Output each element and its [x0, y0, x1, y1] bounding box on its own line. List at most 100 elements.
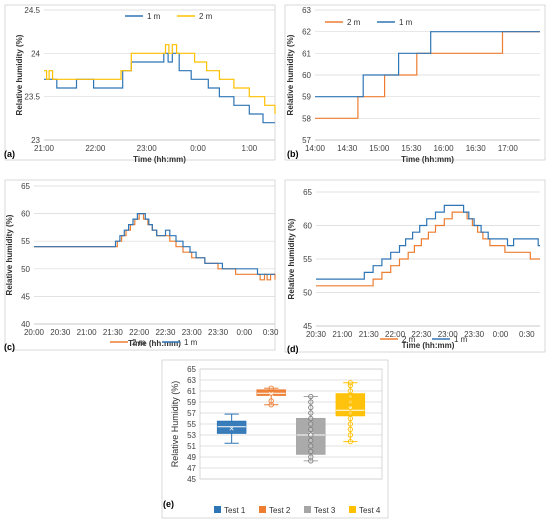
legend-label: Test 1	[224, 506, 246, 515]
data-point	[347, 399, 353, 405]
x-tick-label: 22:00	[85, 144, 106, 153]
y-tick-label: 63	[187, 376, 196, 385]
y-tick-label: 55	[21, 237, 30, 246]
y-tick-label: 53	[187, 431, 196, 440]
x-axis-title: Time (hh:mm)	[401, 155, 454, 164]
legend-label: Test 3	[314, 506, 336, 515]
y-tick-label: 63	[302, 6, 311, 15]
y-tick-label: 60	[302, 71, 311, 80]
x-tick-label: 20:30	[50, 328, 71, 337]
data-point	[308, 421, 314, 427]
panel-label: (a)	[4, 149, 15, 159]
mean-marker: ×	[348, 404, 353, 414]
box-body	[216, 420, 247, 434]
y-tick-label: 51	[187, 442, 196, 451]
x-tick-label: 0:30	[519, 330, 535, 339]
data-point	[308, 404, 314, 411]
y-axis-title: Relative humidity (%)	[286, 34, 295, 115]
y-tick-label: 60	[303, 222, 312, 231]
x-tick-label: 23:30	[464, 330, 485, 339]
legend-label: Test 2	[269, 506, 291, 515]
x-tick-label: 17:00	[498, 144, 519, 153]
series-line-1m	[315, 31, 540, 98]
data-point	[347, 404, 353, 411]
x-tick-label: 15:30	[401, 144, 422, 153]
data-point	[347, 438, 353, 445]
y-tick-label: 61	[302, 49, 311, 58]
data-point	[308, 399, 314, 405]
chart-panel-5: 45 47 49 51 53 55 57 59 61 63 65 Relative Humidity …	[161, 359, 389, 519]
x-tick-label: 22:00	[385, 330, 406, 339]
series-line-2m	[315, 31, 540, 119]
legend-swatch	[349, 506, 356, 513]
series-line-2m	[34, 213, 276, 281]
box-test-1: ×	[216, 413, 247, 444]
panel-label: (d)	[287, 344, 299, 354]
x-tick-label: 16:00	[434, 144, 455, 153]
y-tick-label: 55	[303, 255, 312, 264]
x-tick-label: 23:30	[208, 328, 229, 337]
x-tick-label: 0:00	[237, 328, 253, 337]
data-point	[308, 393, 314, 400]
y-tick-label: 62	[302, 28, 311, 37]
plot-frame	[199, 368, 383, 480]
legend-label: 1 m	[147, 12, 161, 21]
data-point	[347, 410, 353, 416]
y-tick-label: 50	[303, 289, 312, 298]
x-axis-title: Time (hh:mm)	[133, 155, 186, 164]
x-tick-label: 22:30	[155, 328, 176, 337]
y-tick-label: 24	[31, 49, 40, 58]
box-test-2: ×	[256, 385, 286, 408]
y-axis-title: Relative humidity (%)	[15, 34, 24, 115]
data-point	[308, 458, 314, 464]
y-axis-title: Relative humidity (%)	[5, 214, 14, 295]
x-tick-label: 20:00	[24, 328, 45, 337]
data-point	[268, 402, 274, 408]
x-tick-label: 23:00	[182, 328, 203, 337]
legend-swatch	[259, 506, 266, 513]
y-tick-label: 58	[302, 114, 311, 123]
y-tick-label: 45	[187, 475, 196, 484]
data-point	[268, 398, 274, 404]
mean-marker: ×	[308, 429, 313, 439]
box-body	[256, 389, 286, 396]
data-point	[347, 426, 353, 433]
panel-label: (b)	[287, 149, 299, 159]
y-tick-label: 57	[302, 136, 311, 145]
x-tick-label: 22:30	[411, 330, 432, 339]
y-tick-label: 59	[187, 398, 196, 407]
legend-label: 1 m	[399, 18, 413, 27]
y-tick-label: 60	[21, 210, 30, 219]
x-axis-title: Time (hh:mm)	[402, 341, 455, 350]
chart-panel-4: 45 50 55 60 65 Relative humidity (%) 20:30 21:0…	[284, 179, 546, 354]
data-point	[347, 421, 353, 427]
box-test-3: ×	[296, 393, 326, 464]
y-tick-label: 65	[187, 365, 196, 374]
data-point	[308, 432, 314, 438]
y-axis-title: Relative humidity (%)	[287, 218, 296, 299]
chart-panel-2: 57 58 59 60 61 62 63 Relative humidity (%) 14:00…	[284, 4, 546, 164]
x-tick-label: 0:00	[190, 144, 206, 153]
y-tick-label: 50	[21, 265, 30, 274]
x-tick-label: 23:00	[137, 144, 158, 153]
data-point	[347, 380, 353, 386]
y-tick-label: 65	[21, 182, 30, 191]
series-line-1m	[34, 213, 275, 275]
panel-border	[284, 4, 546, 161]
y-tick-label: 45	[303, 322, 312, 331]
legend-label: Test 4	[359, 506, 381, 515]
y-tick-label: 23.5	[24, 93, 40, 102]
x-tick-label: 0:30	[263, 328, 279, 337]
y-tick-label: 59	[302, 93, 311, 102]
x-tick-label: 22:00	[129, 328, 150, 337]
panel-border	[4, 179, 276, 351]
series-line-1m	[316, 204, 540, 280]
y-tick-label: 57	[187, 409, 196, 418]
data-point	[308, 410, 314, 416]
y-tick-label: 47	[187, 464, 196, 473]
data-point	[308, 443, 314, 449]
x-tick-label: 14:00	[305, 144, 326, 153]
chart-panel-1: 23 23.5 24 24.5 Relative humidity (%) 21:00 22…	[4, 4, 276, 164]
legend-label: 2 m	[199, 12, 213, 21]
